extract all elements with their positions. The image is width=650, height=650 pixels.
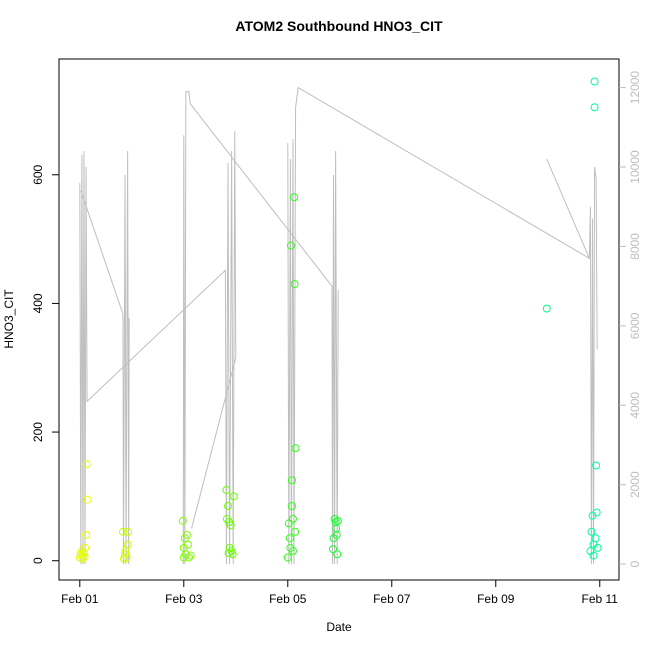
data-point <box>593 543 602 552</box>
data-point <box>183 540 192 549</box>
data-point <box>286 241 295 250</box>
data-point <box>179 553 188 562</box>
data-point <box>182 530 191 539</box>
data-point <box>290 280 299 289</box>
data-point <box>284 519 293 528</box>
data-point <box>82 530 91 539</box>
y2-tick-label: 8000 <box>628 233 642 260</box>
data-point <box>229 492 238 501</box>
data-point <box>118 527 127 536</box>
data-point <box>331 518 340 527</box>
y2-tick-label: 10000 <box>628 150 642 184</box>
y-axis-label: HNO3_CIT <box>2 289 16 349</box>
data-point <box>329 545 338 554</box>
altitude-line <box>79 86 598 565</box>
data-point <box>79 548 88 557</box>
data-point <box>542 304 551 313</box>
data-point <box>591 534 600 543</box>
y-tick-label: 0 <box>31 557 45 564</box>
x-tick-label: Feb 07 <box>373 592 411 606</box>
chart-title: ATOM2 Southbound HNO3_CIT <box>235 18 443 34</box>
data-point <box>119 554 128 563</box>
data-point <box>592 461 601 470</box>
data-point <box>184 553 193 562</box>
data-point <box>178 516 187 525</box>
data-point <box>333 550 342 559</box>
data-point <box>332 530 341 539</box>
data-point <box>121 547 130 556</box>
data-point <box>592 508 601 517</box>
data-point <box>286 543 295 552</box>
data-point <box>590 103 599 112</box>
data-point <box>333 516 342 525</box>
plot-frame <box>58 58 620 581</box>
data-point <box>80 543 89 552</box>
data-point <box>587 527 596 536</box>
y-tick-label: 200 <box>31 422 45 442</box>
y2-tick-label: 2000 <box>628 471 642 498</box>
x-tick-label: Feb 01 <box>61 592 99 606</box>
data-point <box>226 521 235 530</box>
data-point <box>291 527 300 536</box>
y2-tick-label: 6000 <box>628 312 642 339</box>
data-point <box>287 476 296 485</box>
data-point <box>285 534 294 543</box>
data-point <box>224 548 233 557</box>
data-point <box>590 77 599 86</box>
y-tick-label: 400 <box>31 293 45 313</box>
y-tick-label: 600 <box>31 164 45 184</box>
data-point <box>228 550 237 559</box>
data-point <box>124 527 133 536</box>
data-point <box>82 460 91 469</box>
x-tick-label: Feb 03 <box>165 592 203 606</box>
data-point <box>80 552 89 561</box>
data-point <box>589 551 598 560</box>
data-point <box>186 551 195 560</box>
data-point <box>290 193 299 202</box>
y2-tick-label: 0 <box>628 560 642 567</box>
x-tick-label: Feb 09 <box>477 592 515 606</box>
data-point <box>223 502 232 511</box>
data-point <box>332 524 341 533</box>
y2-tick-label: 4000 <box>628 392 642 419</box>
data-point <box>287 502 296 511</box>
data-point <box>288 514 297 523</box>
data-point <box>291 444 300 453</box>
data-point <box>283 553 292 562</box>
x-tick-label: Feb 11 <box>582 592 619 606</box>
y2-tick-label: 12000 <box>628 71 642 105</box>
x-axis-label: Date <box>326 620 352 634</box>
data-point <box>225 543 234 552</box>
data-point <box>78 554 87 563</box>
data-point <box>83 495 92 504</box>
data-point <box>222 485 231 494</box>
x-tick-label: Feb 05 <box>269 592 307 606</box>
